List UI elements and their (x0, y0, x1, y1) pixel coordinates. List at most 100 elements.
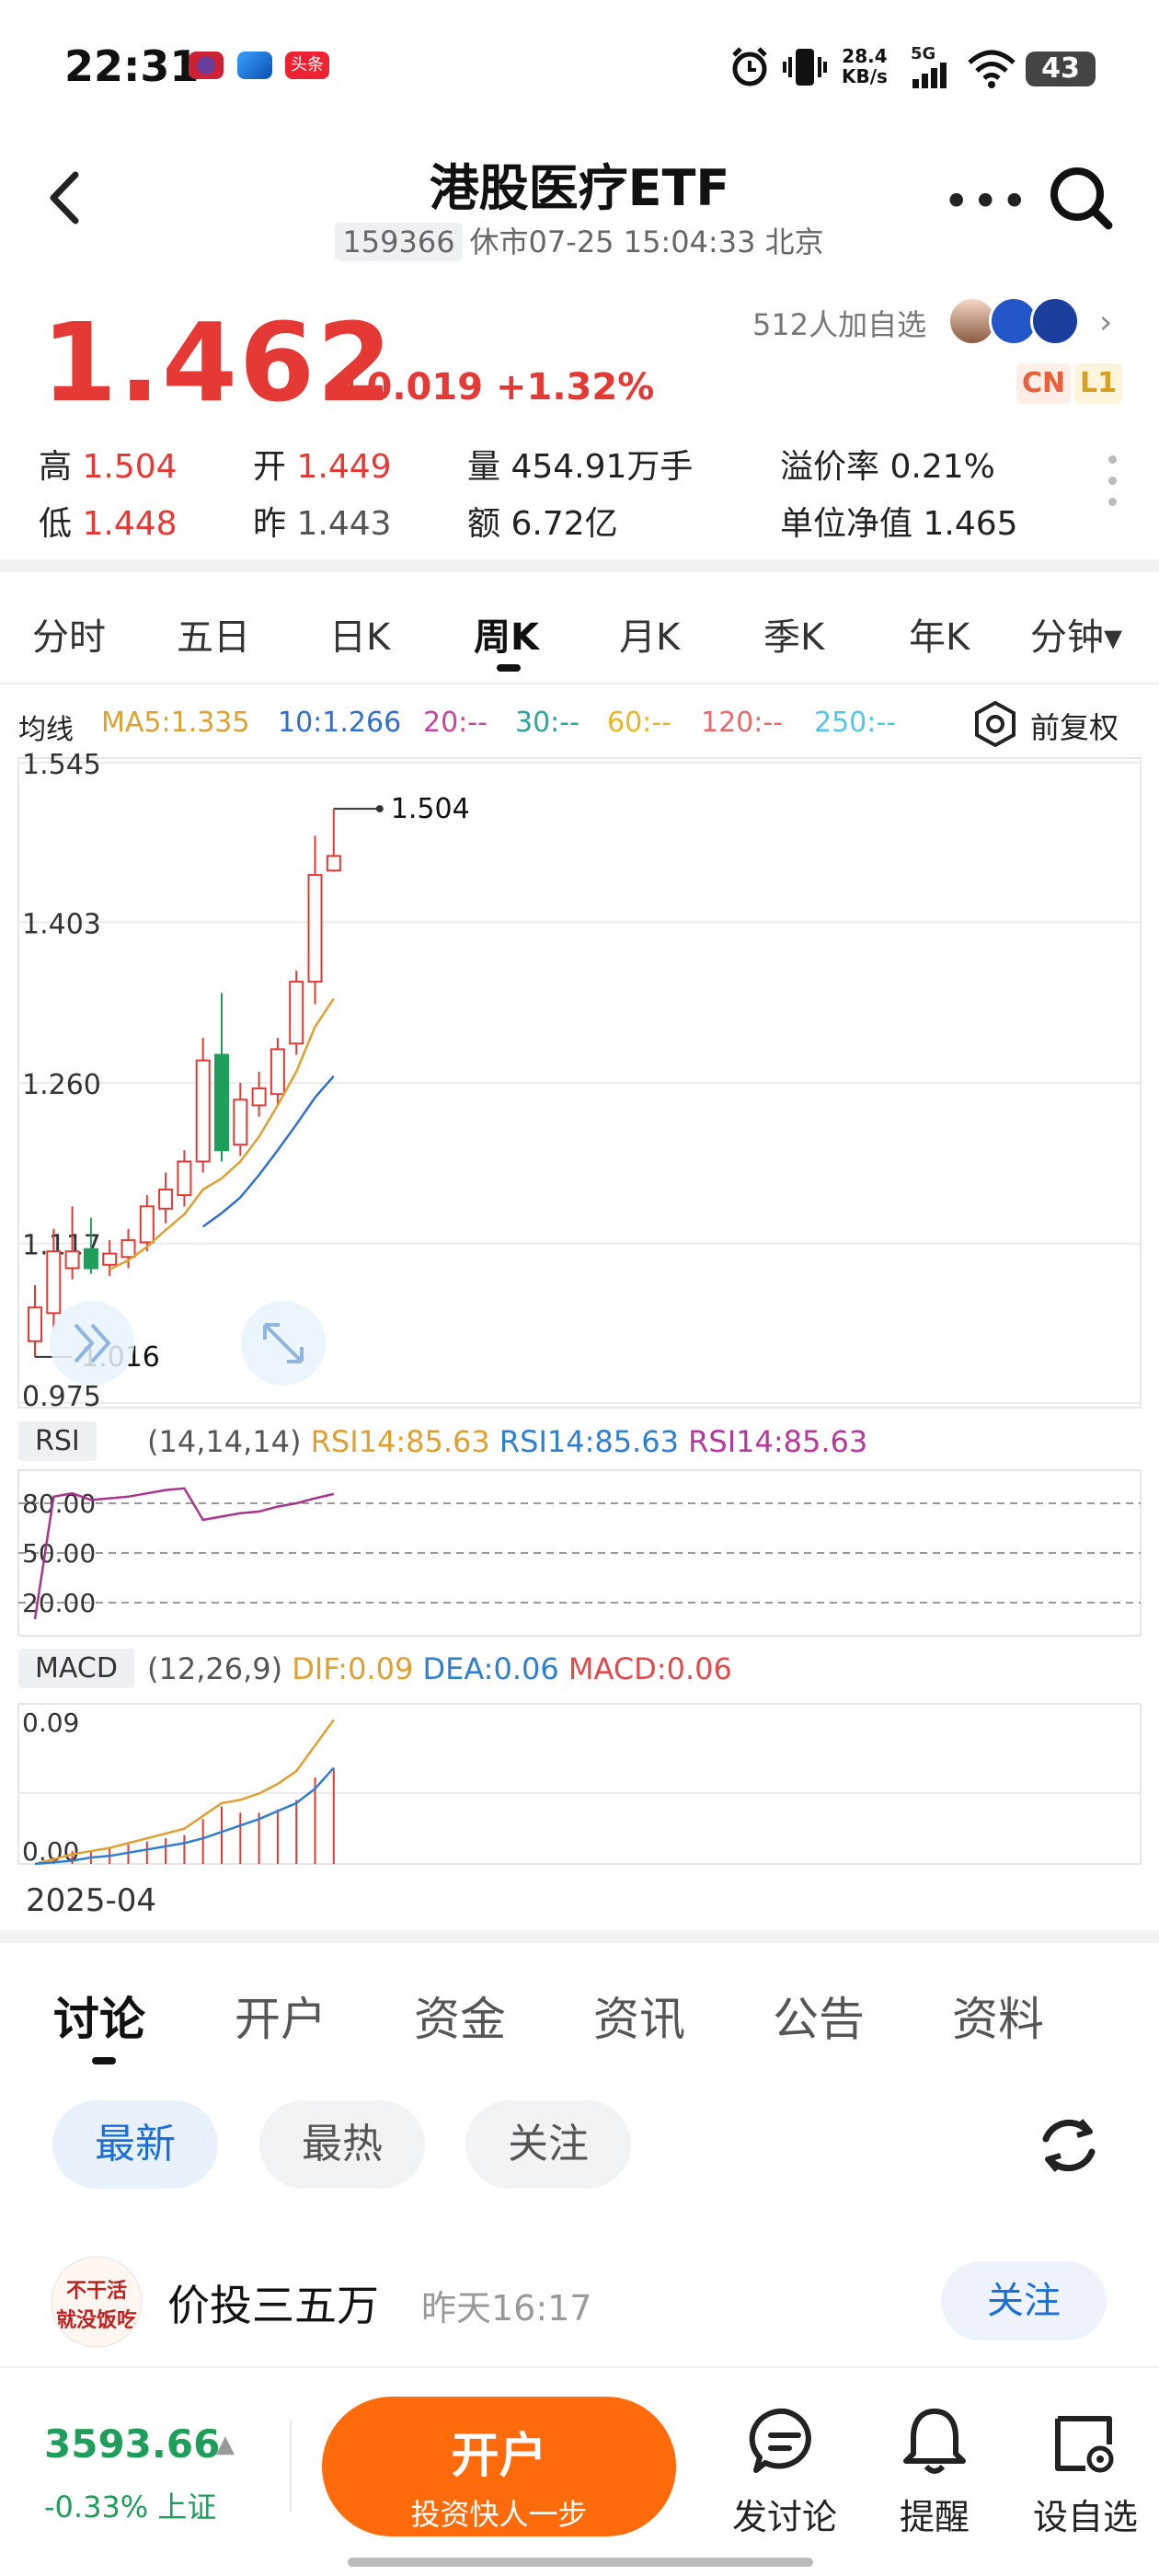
tab-period[interactable]: 季K (763, 616, 825, 659)
app-icon (189, 52, 224, 79)
tab-period[interactable]: 日K (329, 616, 391, 659)
post-username[interactable]: 价投三五万 (167, 2281, 379, 2330)
avatar[interactable]: 不干活 就没饭吃 (51, 2256, 143, 2348)
rsi-value-1: RSI14:85.63 (310, 1424, 490, 1459)
signal-type: 5G (911, 44, 936, 63)
stat-value: 1.465 (923, 505, 1018, 543)
discuss-label[interactable]: 发讨论 (731, 2497, 837, 2537)
net-speed-unit: KB/s (842, 65, 888, 87)
app-icon (237, 52, 272, 79)
stat-amount: 额 6.72亿 (467, 497, 618, 545)
adjust-mode-label[interactable]: 前复权 (1030, 710, 1119, 745)
watchlist-label[interactable]: 设自选 (1032, 2497, 1138, 2537)
status-time: 22:31 (64, 41, 200, 91)
index-value[interactable]: 3593.66 (44, 2421, 221, 2467)
open-account-title: 开户 (451, 2429, 547, 2484)
rsi-value-3: RSI14:85.63 (688, 1424, 868, 1459)
kline-chart[interactable]: 1.5451.4031.2601.1170.9751.5041.01680.00… (0, 745, 1159, 1923)
macd-dif: DIF:0.09 (292, 1651, 414, 1686)
macd-dea-line (34, 1766, 335, 1866)
market-status: 休市07-25 15:04:33 北京 (469, 224, 824, 259)
stat-open: 开 1.449 (253, 440, 392, 488)
stat-prev-close: 昨 1.443 (253, 497, 392, 545)
candle-body (251, 1087, 267, 1107)
chevron-right-icon[interactable]: › (1099, 304, 1113, 341)
macd-indicator-label[interactable]: MACD (18, 1649, 134, 1688)
price-change-abs: +0.019 (336, 366, 484, 408)
stat-label: 昨 (253, 505, 287, 543)
candle-body (177, 1160, 192, 1197)
avatar-text: 不干活 (65, 2280, 127, 2303)
tab-period[interactable]: 月K (619, 616, 681, 659)
ma20-value: 20:-- (423, 707, 488, 739)
rsi-params: (14,14,14) (147, 1424, 302, 1459)
stat-label: 单位净值 (780, 505, 913, 543)
follow-button[interactable]: 关注 (941, 2261, 1107, 2340)
price-axis-label: 1.545 (22, 749, 101, 781)
settings-hex-icon[interactable] (970, 699, 1020, 749)
refresh-icon[interactable] (1035, 2111, 1103, 2179)
macd-axis-label: 0.09 (22, 1708, 79, 1738)
high-marker-dot (375, 805, 384, 813)
filter-following[interactable]: 关注 (465, 2100, 631, 2189)
candle-body (102, 1252, 118, 1266)
expand-icon (263, 1323, 304, 1363)
remind-label[interactable]: 提醒 (899, 2497, 970, 2537)
add-watchlist-icon[interactable] (1049, 2406, 1120, 2478)
tab-discussion[interactable]: 讨论 (53, 1993, 145, 2046)
macd-dea: DEA:0.06 (422, 1651, 559, 1686)
filter-latest[interactable]: 最新 (52, 2100, 218, 2189)
tab-profile[interactable]: 资料 (952, 1993, 1044, 2046)
more-icon[interactable]: ••• (943, 175, 1030, 228)
filter-hot[interactable]: 最热 (259, 2100, 425, 2189)
divider (290, 2420, 292, 2512)
tab-announcements[interactable]: 公告 (773, 1993, 865, 2046)
tab-period-minute[interactable]: 分钟▾ (1030, 616, 1123, 659)
stat-label: 溢价率 (780, 448, 880, 486)
tab-period[interactable]: 分时 (32, 616, 106, 659)
follower-avatars[interactable] (947, 296, 1085, 346)
tab-period-active[interactable]: 周K (474, 616, 539, 659)
stat-value: 6.72亿 (511, 505, 618, 543)
candle-body (46, 1250, 62, 1315)
stat-label: 额 (467, 505, 501, 543)
level-tag-l1: L1 (1074, 363, 1122, 404)
divider (0, 683, 1159, 684)
post-time: 昨天16:17 (421, 2288, 592, 2329)
rsi-value-2: RSI14:85.63 (499, 1424, 679, 1459)
wifi-icon (968, 50, 1016, 88)
bell-icon[interactable] (899, 2406, 970, 2478)
follower-count[interactable]: 512人加自选 (752, 307, 927, 342)
signal-icon (912, 63, 947, 88)
open-account-subtitle: 投资快人一步 (410, 2497, 588, 2532)
page-subtitle: 159366 休市07-25 15:04:33 北京 (0, 219, 1159, 261)
alarm-icon (732, 47, 767, 86)
toutiao-icon: 头条 (285, 52, 329, 79)
double-chevron-icon (74, 1323, 111, 1363)
stat-volume: 量 454.91万手 (467, 440, 693, 488)
ma250-value: 250:-- (814, 707, 897, 739)
index-change[interactable]: -0.33% 上证 (44, 2490, 217, 2524)
stat-value: 454.91万手 (511, 448, 694, 486)
stat-low: 低 1.448 (39, 497, 178, 545)
rsi-axis-label: 50.00 (22, 1538, 96, 1569)
candle-body (83, 1248, 98, 1270)
stat-high: 高 1.504 (39, 440, 178, 488)
discuss-icon[interactable] (749, 2406, 820, 2478)
tab-news[interactable]: 资讯 (593, 1993, 685, 2046)
expand-stats-icon[interactable] (1108, 455, 1119, 519)
stat-premium: 溢价率 0.21% (780, 440, 995, 488)
open-account-button[interactable]: 开户 投资快人一步 (322, 2397, 676, 2536)
stat-label: 低 (39, 505, 73, 543)
tab-period[interactable]: 五日 (177, 616, 250, 659)
tab-period[interactable]: 年K (909, 616, 970, 659)
divider (0, 1930, 1159, 1943)
tab-underline (497, 664, 521, 672)
tab-open-account[interactable]: 开户 (235, 1993, 327, 2046)
candle-body (158, 1189, 174, 1210)
search-icon[interactable] (1044, 161, 1118, 235)
stat-value: 0.21% (889, 448, 995, 486)
rsi-indicator-label[interactable]: RSI (18, 1421, 97, 1461)
back-arrow-icon[interactable] (37, 166, 92, 230)
tab-funds[interactable]: 资金 (414, 1993, 506, 2046)
